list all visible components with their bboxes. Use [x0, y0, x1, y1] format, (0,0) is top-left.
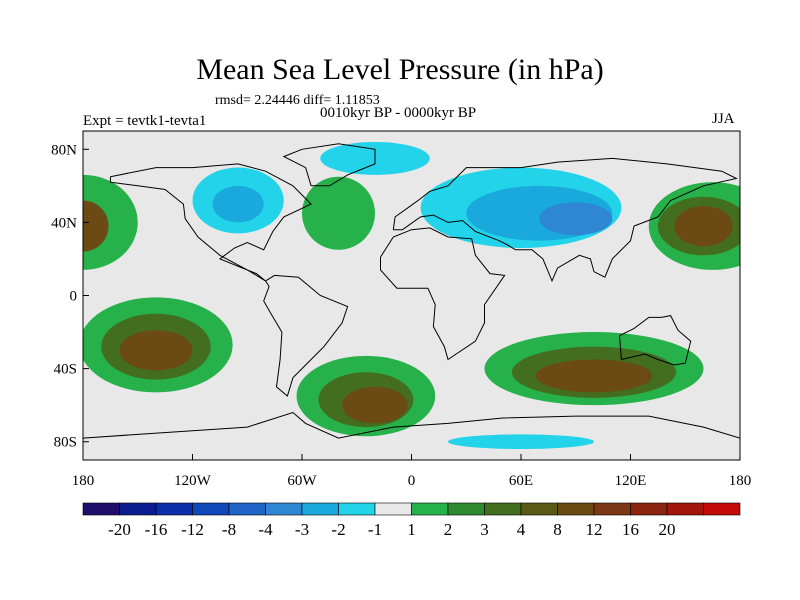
colorbar-label: -2	[331, 520, 345, 539]
colorbar-swatch	[155, 502, 193, 516]
colorbar-label: -20	[108, 520, 131, 539]
colorbar-swatch	[192, 502, 230, 516]
colorbar-swatch	[228, 502, 266, 516]
colorbar-label: -4	[258, 520, 273, 539]
colorbar-label: -8	[222, 520, 236, 539]
colorbar-swatch	[447, 502, 485, 516]
colorbar: -20 -16 -12 -8 -4 -3 -2 -1 1 2 3 4 8 12 16 20	[82, 502, 741, 539]
colorbar-label: -12	[181, 520, 204, 539]
anomaly-region-8	[119, 330, 193, 371]
x-tick-label: 180	[72, 473, 95, 489]
colorbar-swatch	[484, 502, 522, 516]
period-text: 0010kyr BP - 0000kyr BP	[320, 105, 477, 121]
anomaly-region-11	[342, 386, 408, 424]
y-tick-label: 80N	[51, 142, 77, 158]
x-tick-label: 120W	[174, 473, 212, 489]
colorbar-label: 8	[553, 520, 562, 539]
colorbar-swatch	[411, 502, 449, 516]
colorbar-swatch	[119, 502, 157, 516]
colorbar-swatch	[666, 502, 704, 516]
anomaly-region-2	[83, 200, 109, 252]
colorbar-label: 16	[622, 520, 639, 539]
coastline-australia	[619, 315, 692, 366]
coastline-south-america	[263, 274, 349, 397]
colorbar-swatch	[265, 502, 303, 516]
colorbar-label: 2	[444, 520, 453, 539]
coastline-eurasia	[392, 157, 738, 283]
colorbar-swatch	[520, 502, 558, 516]
colorbar-label: 20	[659, 520, 676, 539]
stats-text: rmsd= 2.24446 diff= 1.11853	[215, 93, 380, 108]
colorbar-swatch	[703, 502, 741, 516]
y-tick-label: 40N	[51, 215, 77, 231]
x-tick-label: 60E	[509, 473, 533, 489]
anomaly-region-22	[448, 434, 594, 450]
colorbar-label: 1	[407, 520, 416, 539]
colorbar-label: 4	[517, 520, 526, 539]
coastline-greenland	[282, 143, 376, 187]
colorbar-label: -16	[145, 520, 168, 539]
y-tick-label: 40S	[54, 362, 77, 378]
coastline-africa	[380, 227, 506, 361]
colorbar-label: 3	[480, 520, 489, 539]
map-plot-area	[83, 131, 740, 460]
x-tick-label: 120E	[615, 473, 647, 489]
coastline-north-america	[109, 163, 312, 282]
anomaly-region-5	[674, 205, 733, 247]
colorbar-swatch	[557, 502, 595, 516]
colorbar-swatch	[301, 502, 339, 516]
anomaly-region-18	[539, 202, 613, 236]
colorbar-swatch	[338, 502, 376, 516]
y-axis: 80N 40N 0 40S 80S	[51, 142, 89, 451]
anomaly-region-14	[535, 359, 653, 393]
map-title: Mean Sea Level Pressure (in hPa)	[196, 53, 604, 86]
x-axis: 180 120W 60W 0 60E 120E 180	[72, 454, 752, 489]
experiment-label: Expt = tevtk1-tevta1	[83, 113, 207, 129]
colorbar-swatch	[374, 502, 412, 516]
anomaly-region-15	[302, 176, 375, 250]
colorbar-label: 12	[586, 520, 603, 539]
coastline-antarctica	[83, 411, 740, 439]
colorbar-label: -1	[368, 520, 382, 539]
anomaly-region-20	[212, 185, 264, 223]
colorbar-swatch	[630, 502, 668, 516]
x-tick-label: 0	[408, 473, 416, 489]
colorbar-label: -3	[295, 520, 309, 539]
colorbar-swatch	[82, 502, 120, 516]
colorbar-swatch	[593, 502, 631, 516]
y-tick-label: 0	[70, 289, 78, 305]
coastlines	[83, 143, 740, 439]
y-tick-label: 80S	[54, 435, 77, 451]
season-label: JJA	[712, 111, 735, 127]
x-tick-label: 60W	[287, 473, 317, 489]
x-tick-label: 180	[729, 473, 752, 489]
